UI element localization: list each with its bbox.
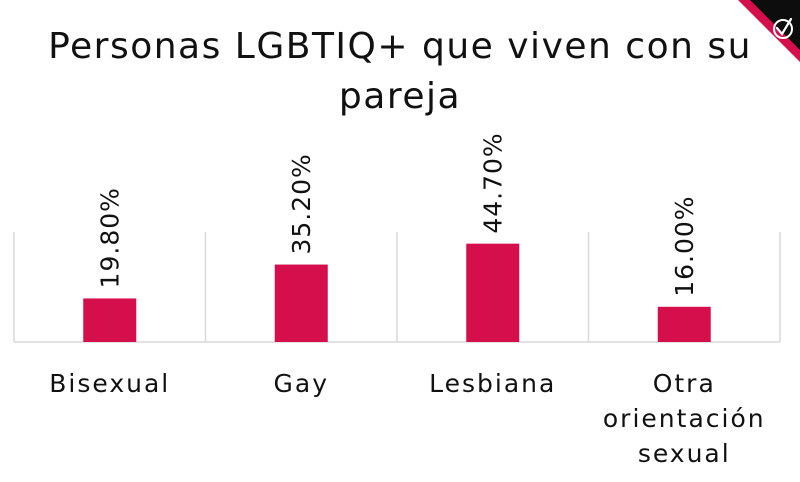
brand-logo <box>738 0 800 62</box>
value-label-0: 19.80% <box>96 187 125 288</box>
category-label-2: Lesbiana <box>429 369 557 398</box>
category-label-1: Gay <box>273 369 329 398</box>
bar-0 <box>83 298 137 342</box>
checkmark-circle-icon <box>773 17 793 39</box>
logo-accent-stripe <box>738 0 800 62</box>
category-label-3: Otra orientación sexual <box>602 369 766 468</box>
value-label-2: 44.70% <box>479 132 508 233</box>
value-label-1: 35.20% <box>287 153 316 254</box>
bar-3 <box>657 306 711 342</box>
category-label-0: Bisexual <box>49 369 171 398</box>
chart-title: Personas LGBTIQ+ que viven con su pareja <box>48 26 752 117</box>
value-label-3: 16.00% <box>670 195 699 296</box>
bar-2 <box>466 243 520 342</box>
bar-1 <box>274 264 328 342</box>
